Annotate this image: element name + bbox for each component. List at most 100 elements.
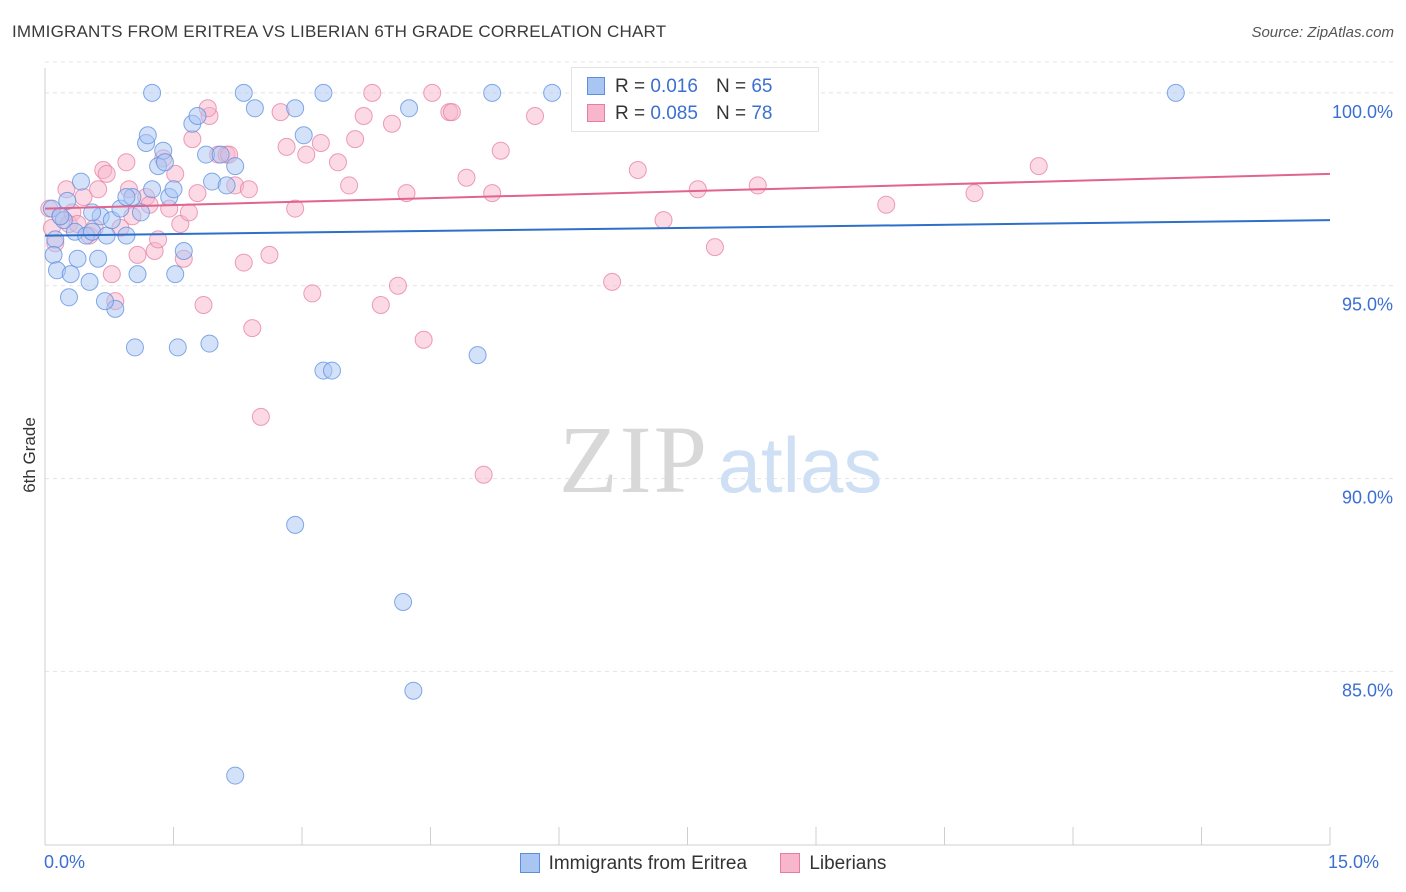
axis-layer: [44, 68, 1331, 846]
eritrea-point: [68, 249, 87, 268]
eritrea-point: [400, 99, 419, 118]
eritrea-point: [71, 172, 90, 191]
y-tick-label: 85.0%: [1342, 680, 1393, 700]
stats-legend: R = 0.016 N = 65 R = 0.085 N = 78: [571, 67, 819, 132]
liberian-point: [340, 176, 359, 195]
eritrea-point: [89, 249, 108, 268]
eritrea-point: [211, 145, 230, 164]
liberian-point: [183, 130, 202, 149]
pink-swatch-icon: [780, 853, 801, 873]
eritrea-point: [294, 126, 313, 145]
y-tick-labels: 85.0% 90.0% 95.0% 100.0%: [1332, 102, 1393, 701]
eritrea-point: [51, 207, 70, 226]
liberian-point: [371, 296, 390, 314]
liberian-point: [397, 184, 416, 203]
liberian-point: [688, 180, 707, 199]
legend-n-label: N =: [715, 76, 747, 97]
liberian-point: [442, 103, 461, 122]
x-tick-label-min: 0.0%: [44, 852, 86, 872]
legend-item-eritrea[interactable]: Immigrants from Eritrea: [519, 853, 748, 875]
y-axis-label: 6th Grade: [20, 417, 39, 493]
eritrea-point: [174, 242, 193, 260]
eritrea-point: [1166, 83, 1185, 102]
liberian-point: [483, 184, 502, 203]
eritrea-point: [125, 338, 144, 357]
eritrea-point: [117, 188, 136, 206]
eritrea-point: [61, 265, 80, 284]
eritrea-point: [155, 153, 174, 172]
liberian-point: [117, 153, 136, 172]
liberian-point: [188, 184, 207, 203]
eritrea-point: [138, 126, 157, 145]
liberian-point: [303, 284, 322, 303]
liberian-point: [89, 180, 108, 199]
liberian-point: [128, 245, 147, 264]
liberian-point: [328, 153, 347, 172]
legend-item-label: Immigrants from Eritrea: [548, 853, 748, 874]
eritrea-point: [143, 180, 162, 199]
eritrea-point: [58, 191, 77, 210]
eritrea-point: [404, 681, 423, 700]
liberian-point: [457, 168, 476, 187]
eritrea-trend-line: [44, 219, 1331, 237]
legend-r-label: R =: [615, 103, 646, 124]
eritrea-point: [188, 107, 207, 125]
legend-r-value: 0.085: [650, 103, 698, 124]
liberian-point: [286, 199, 305, 218]
legend-r-label: R =: [615, 76, 646, 97]
eritrea-point: [166, 265, 185, 284]
liberian-point: [97, 164, 116, 183]
liberian-point: [277, 137, 296, 156]
liberian-point: [526, 107, 545, 125]
liberian-point: [965, 184, 984, 203]
legend-n-value: 65: [751, 76, 773, 97]
liberian-point: [102, 265, 121, 284]
liberian-point: [423, 83, 442, 102]
legend-item-label: Liberians: [809, 853, 887, 874]
liberian-point: [354, 107, 373, 125]
eritrea-point: [80, 272, 99, 291]
liberian-point: [363, 83, 382, 102]
liberian-point: [414, 330, 433, 349]
eritrea-point: [46, 230, 65, 249]
liberian-point: [382, 114, 401, 133]
legend-row-liberians: R = 0.085 N = 78: [587, 103, 772, 125]
liberian-point: [260, 245, 279, 264]
liberian-trend-line: [44, 172, 1331, 210]
eritrea-point: [131, 203, 150, 222]
pink-swatch-icon: [587, 104, 605, 122]
liberian-point: [654, 211, 673, 230]
liberian-point: [1029, 157, 1048, 176]
eritrea-point: [322, 361, 341, 380]
eritrea-point: [245, 99, 264, 118]
y-tick-label: 100.0%: [1332, 102, 1393, 122]
eritrea-point: [543, 83, 562, 102]
liberian-point: [251, 407, 270, 426]
eritrea-point: [200, 334, 219, 353]
eritrea-point: [234, 83, 253, 102]
eritrea-point: [164, 180, 183, 199]
watermark: ZIP atlas: [559, 406, 882, 513]
liberian-point: [194, 296, 213, 314]
liberian-point: [346, 130, 365, 149]
watermark-zip: ZIP: [559, 406, 709, 513]
liberian-point: [628, 161, 647, 179]
eritrea-point: [168, 338, 187, 357]
liberian-point: [234, 253, 253, 272]
trend-lines: [44, 172, 1331, 237]
liberian-point: [239, 180, 258, 199]
chart-title: IMMIGRANTS FROM ERITREA VS LIBERIAN 6TH …: [12, 22, 667, 41]
liberian-point: [748, 176, 767, 195]
liberian-point: [603, 272, 622, 291]
blue-swatch-icon: [519, 853, 540, 873]
legend-item-liberians[interactable]: Liberians: [780, 853, 886, 875]
blue-swatch-icon: [587, 77, 605, 95]
eritrea-point: [95, 292, 114, 311]
eritrea-point: [226, 157, 245, 176]
y-tick-label: 90.0%: [1342, 488, 1393, 508]
eritrea-point: [128, 265, 147, 284]
eritrea-point: [226, 766, 245, 785]
grid-layer: [45, 61, 1393, 672]
eritrea-point: [314, 83, 333, 102]
